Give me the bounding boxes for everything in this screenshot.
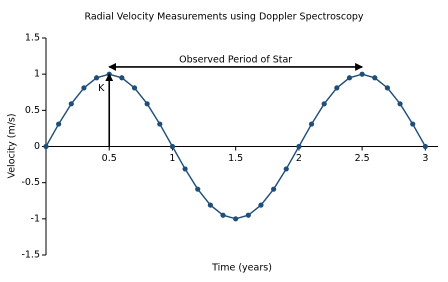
data-point	[81, 85, 87, 91]
data-point	[384, 85, 391, 91]
data-point	[220, 212, 226, 218]
y-axis-label: Velocity (m/s)	[7, 113, 18, 178]
data-point	[182, 166, 188, 172]
y-tick-label: -1.5	[21, 250, 40, 261]
data-point	[195, 186, 201, 192]
chart-title: Radial Velocity Measurements using Doppl…	[84, 12, 363, 23]
data-point	[397, 101, 403, 107]
y-tick-label: -0.5	[21, 177, 40, 188]
annotation-label: Observed Period of Star	[179, 54, 292, 65]
x-axis-label: Time (years)	[211, 263, 272, 274]
y-tick-label: 1	[34, 69, 40, 80]
data-point	[43, 143, 49, 150]
x-tick-label: 1.5	[228, 153, 243, 164]
x-tick-label: 1	[169, 153, 175, 164]
data-point	[296, 143, 302, 150]
data-point	[422, 143, 428, 150]
annotation-label: K	[98, 83, 105, 94]
data-point	[169, 143, 176, 150]
data-point	[271, 186, 277, 192]
x-tick-label: 3	[422, 153, 428, 164]
y-tick-label: 0.5	[25, 105, 40, 116]
data-point	[119, 75, 125, 81]
data-point	[157, 121, 163, 127]
data-point	[93, 75, 100, 81]
data-point	[346, 75, 353, 81]
data-point	[68, 101, 74, 107]
data-point	[359, 71, 365, 77]
x-tick-label: 0.5	[102, 153, 117, 164]
data-point	[410, 121, 416, 127]
data-point	[233, 216, 239, 222]
data-point	[372, 75, 378, 81]
data-point	[258, 202, 264, 208]
data-point	[131, 85, 138, 91]
data-point	[144, 101, 150, 107]
data-point	[207, 202, 213, 208]
data-point	[308, 121, 315, 127]
x-tick-label: 2.5	[355, 153, 370, 164]
data-point	[321, 101, 327, 107]
data-point	[245, 212, 251, 218]
x-tick-label: 2	[296, 153, 302, 164]
data-point	[283, 166, 289, 172]
data-point	[56, 121, 62, 127]
y-tick-label: -1	[31, 213, 40, 224]
y-tick-label: 0	[34, 141, 40, 152]
y-tick-label: 1.5	[25, 33, 40, 44]
data-point	[334, 85, 340, 91]
